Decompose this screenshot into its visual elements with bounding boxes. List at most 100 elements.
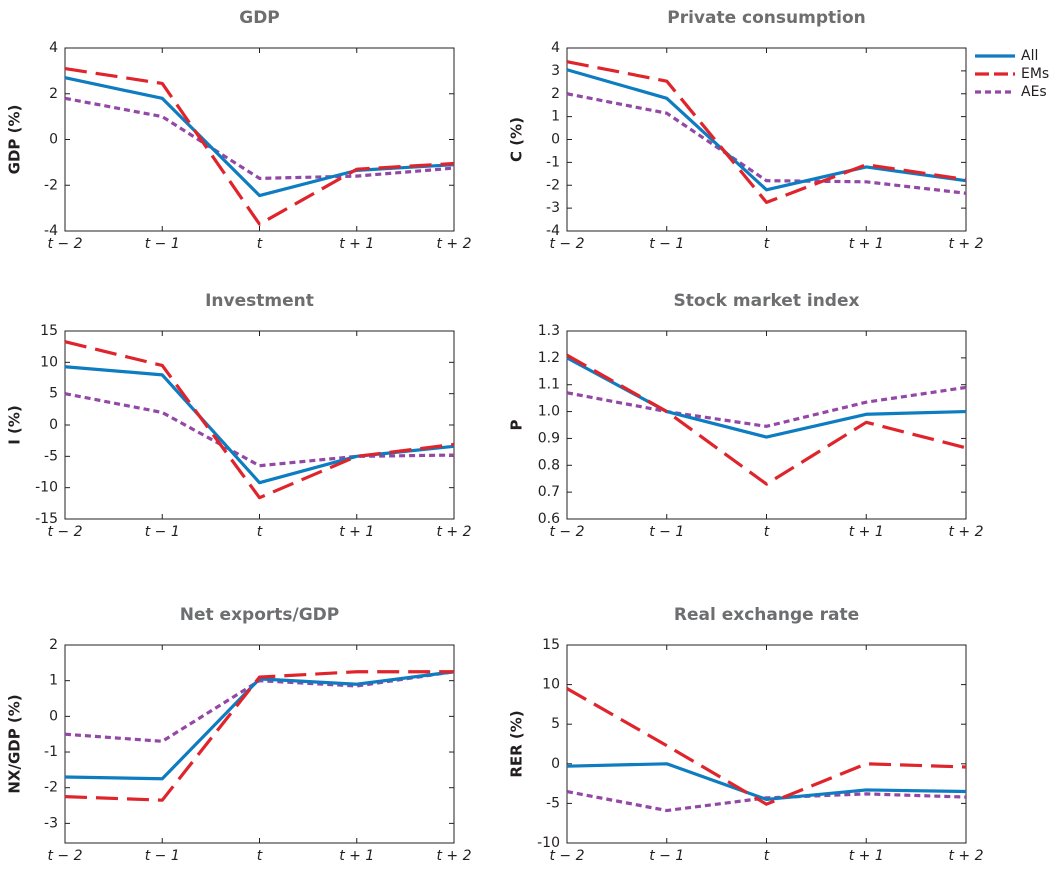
y-tick-label: 0.8 [538, 457, 560, 473]
x-tick-label: t − 2 [47, 236, 82, 252]
series-line [566, 353, 967, 486]
y-tick-label: -3 [44, 815, 58, 831]
y-axis-label: P [508, 420, 526, 431]
y-axis-label: GDP (%) [6, 105, 24, 175]
series-line [64, 392, 455, 468]
y-tick-label: -2 [44, 177, 58, 193]
y-tick-label: -5 [44, 448, 58, 464]
y-tick-label: 0 [551, 132, 560, 148]
plot-frame [566, 330, 967, 520]
y-tick-label: 1 [49, 673, 58, 689]
series-line [64, 340, 455, 500]
x-tick-label: t − 1 [145, 524, 180, 540]
series-line [566, 92, 967, 195]
y-tick-label: 2 [49, 637, 58, 653]
x-tick-label: t + 1 [849, 524, 884, 540]
x-tick-label: t − 1 [649, 848, 684, 864]
y-tick-label: 4 [49, 40, 58, 56]
panel-title: GDP [239, 8, 280, 28]
plot-frame [64, 330, 455, 520]
panel-title: Net exports/GDP [180, 605, 340, 625]
plot-frame [64, 644, 455, 844]
y-tick-label: 0 [49, 708, 58, 724]
x-tick-label: t − 2 [549, 848, 584, 864]
series-line [566, 762, 967, 802]
x-tick-label: t + 2 [436, 524, 471, 540]
series-line [64, 670, 455, 781]
y-tick-label: -2 [546, 177, 560, 193]
x-tick-label: t [764, 236, 770, 252]
x-tick-label: t + 1 [849, 236, 884, 252]
y-tick-label: -15 [35, 511, 58, 527]
x-tick-label: t [257, 236, 263, 252]
y-tick-label: -1 [44, 744, 58, 760]
x-tick-label: t − 2 [47, 848, 82, 864]
y-tick-label: 2 [49, 86, 58, 102]
x-tick-label: t − 2 [549, 236, 584, 252]
y-tick-label: 3 [551, 63, 560, 79]
y-tick-label: 1.0 [538, 404, 560, 420]
y-tick-label: 5 [551, 716, 560, 732]
y-tick-label: -4 [44, 223, 58, 239]
x-tick-label: t − 1 [649, 524, 684, 540]
x-tick-label: t [764, 524, 770, 540]
x-tick-label: t − 2 [47, 524, 82, 540]
x-tick-label: t − 1 [649, 236, 684, 252]
panel-title: Investment [205, 291, 314, 311]
y-tick-label: -4 [546, 223, 560, 239]
y-tick-label: 0 [49, 132, 58, 148]
y-tick-label: 0.9 [538, 430, 560, 446]
y-axis-label: NX/GDP (%) [6, 694, 24, 793]
y-tick-label: 10 [542, 677, 560, 693]
series-line [566, 60, 967, 205]
y-axis-label: C (%) [508, 117, 526, 162]
y-tick-label: 15 [40, 323, 58, 339]
legend-label: All [1021, 48, 1038, 64]
x-tick-label: t [764, 848, 770, 864]
plot-frame [566, 47, 967, 232]
x-tick-label: t + 2 [436, 236, 471, 252]
x-tick-label: t + 1 [339, 848, 374, 864]
y-tick-label: 10 [40, 354, 58, 370]
y-tick-label: 0.6 [538, 511, 560, 527]
y-axis-label: I (%) [6, 405, 24, 445]
x-tick-label: t + 2 [948, 848, 983, 864]
series-line [566, 385, 967, 428]
y-tick-label: 0 [551, 756, 560, 772]
y-tick-label: 5 [49, 386, 58, 402]
y-tick-label: 4 [551, 40, 560, 56]
panel-title: Stock market index [674, 291, 860, 311]
y-tick-label: 1 [551, 109, 560, 125]
y-axis-label: RER (%) [508, 710, 526, 777]
x-tick-label: t [257, 848, 263, 864]
y-tick-label: 0.7 [538, 484, 560, 500]
y-tick-label: -3 [546, 200, 560, 216]
plot-frame [566, 644, 967, 844]
y-tick-label: -2 [44, 780, 58, 796]
y-tick-label: 2 [551, 86, 560, 102]
series-line [566, 68, 967, 192]
series-line [64, 96, 455, 180]
series-line [566, 687, 967, 806]
x-tick-label: t + 1 [339, 524, 374, 540]
y-tick-label: 1.1 [538, 377, 560, 393]
x-tick-label: t + 2 [948, 524, 983, 540]
y-tick-label: 1.2 [538, 350, 560, 366]
legend-label: AEs [1021, 84, 1047, 100]
y-tick-label: -1 [546, 154, 560, 170]
y-tick-label: -10 [537, 835, 560, 851]
x-tick-label: t + 2 [436, 848, 471, 864]
panel-title: Private consumption [667, 8, 866, 28]
series-line [64, 365, 455, 485]
y-tick-label: 0 [49, 417, 58, 433]
y-tick-label: 1.3 [538, 323, 560, 339]
series-line [64, 670, 454, 802]
x-tick-label: t + 1 [339, 236, 374, 252]
y-tick-label: -10 [35, 480, 58, 496]
series-line [64, 670, 455, 743]
x-tick-label: t − 1 [145, 848, 180, 864]
y-tick-label: -5 [546, 795, 560, 811]
x-tick-label: t − 2 [549, 524, 584, 540]
x-tick-label: t [257, 524, 263, 540]
